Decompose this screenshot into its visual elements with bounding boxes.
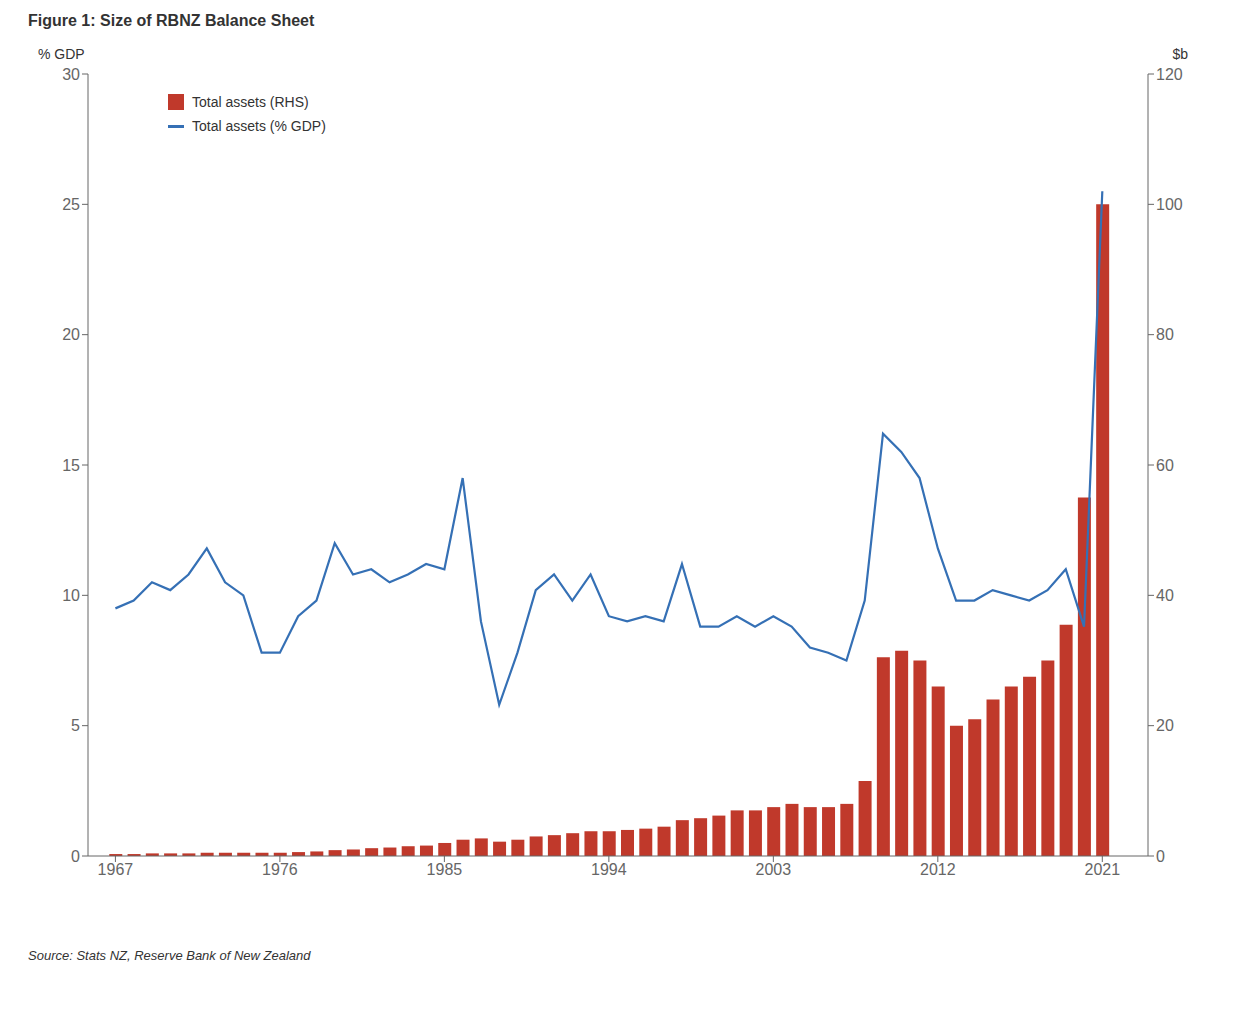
svg-text:1994: 1994	[591, 861, 627, 878]
html-text:% GDP: % GDP	[38, 46, 85, 62]
svg-text:60: 60	[1156, 457, 1174, 474]
html-text:$b: $b	[1172, 46, 1188, 62]
html-text:Figure 1: Size of RBNZ Balance: Figure 1: Size of RBNZ Balance Sheet	[28, 12, 315, 29]
svg-text:80: 80	[1156, 326, 1174, 343]
html-text:Total assets (RHS): Total assets (RHS)	[192, 94, 309, 110]
svg-text:2012: 2012	[920, 861, 956, 878]
svg-text:1967: 1967	[98, 861, 134, 878]
svg-text:2021: 2021	[1085, 861, 1121, 878]
svg-text:15: 15	[62, 457, 80, 474]
svg-text:5: 5	[71, 717, 80, 734]
svg-text:120: 120	[1156, 66, 1183, 83]
svg-text:1985: 1985	[427, 861, 463, 878]
svg-text:30: 30	[62, 66, 80, 83]
svg-text:100: 100	[1156, 196, 1183, 213]
svg-text:40: 40	[1156, 587, 1174, 604]
html-text:Source: Stats NZ, Reserve Bank: Source: Stats NZ, Reserve Bank of New Ze…	[28, 948, 311, 963]
svg-text:10: 10	[62, 587, 80, 604]
svg-text:25: 25	[62, 196, 80, 213]
svg-text:0: 0	[71, 848, 80, 865]
svg-text:0: 0	[1156, 848, 1165, 865]
html-text:Total assets (% GDP): Total assets (% GDP)	[192, 118, 326, 134]
svg-text:2003: 2003	[756, 861, 792, 878]
svg-text:20: 20	[62, 326, 80, 343]
svg-text:1976: 1976	[262, 861, 298, 878]
svg-text:20: 20	[1156, 717, 1174, 734]
